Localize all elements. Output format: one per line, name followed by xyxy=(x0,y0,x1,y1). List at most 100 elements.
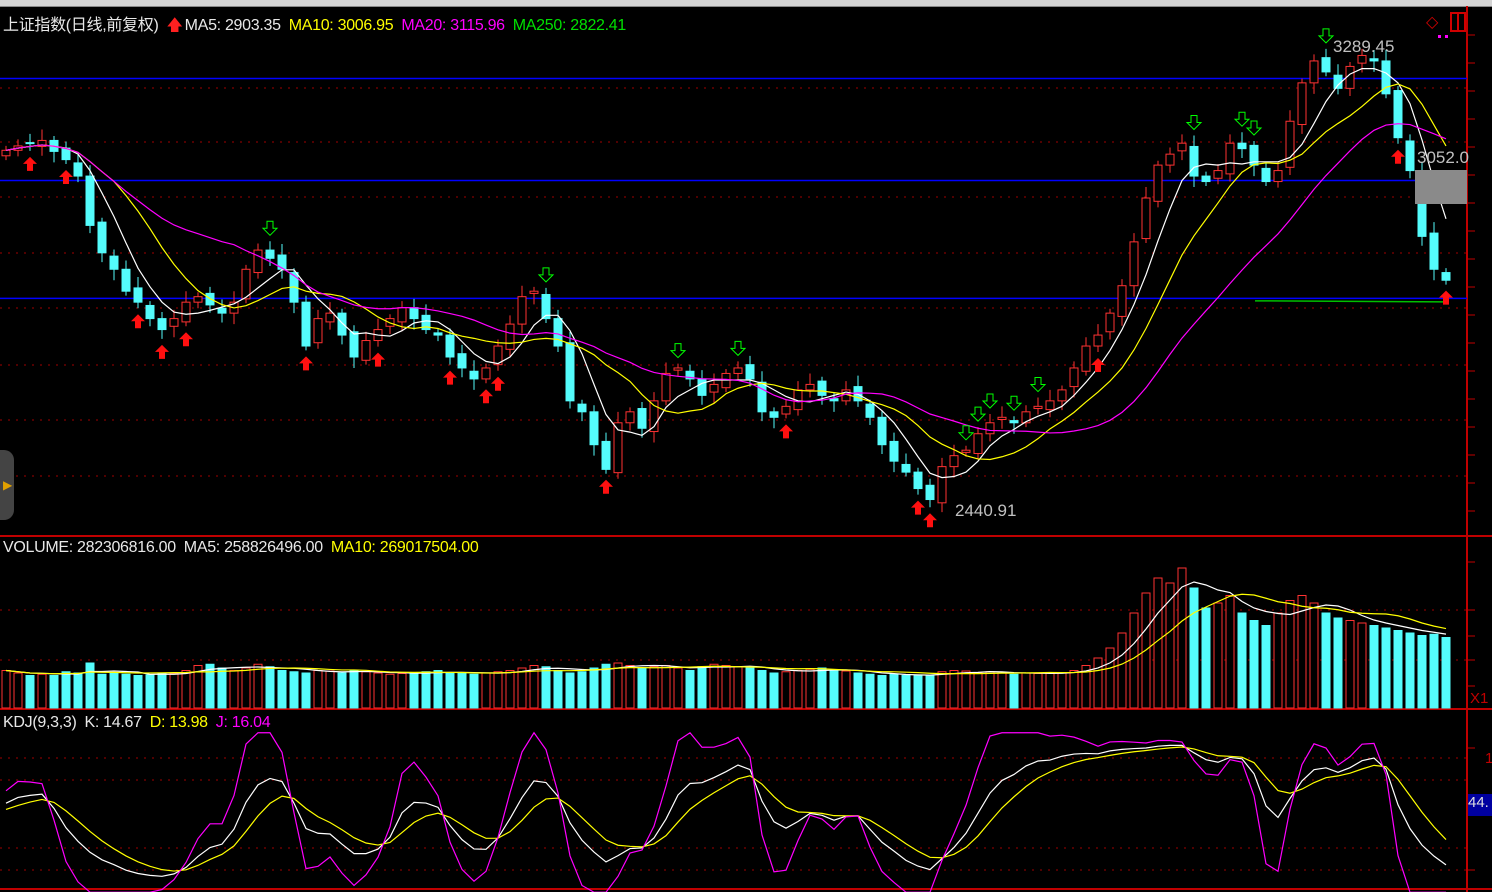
sell-signal-arrow-icon xyxy=(669,343,687,359)
candle-body xyxy=(1393,90,1403,139)
volume-bar xyxy=(253,663,263,709)
candle-body xyxy=(1093,334,1103,347)
volume-bar xyxy=(1441,637,1451,709)
candle-body xyxy=(409,307,419,320)
chart-title: 上证指数(日线,前复权) xyxy=(3,17,159,34)
candle-body xyxy=(457,353,467,369)
volume-bar xyxy=(289,671,299,709)
candle-body xyxy=(157,318,167,331)
candle-body xyxy=(649,400,659,433)
candle-body xyxy=(937,466,947,504)
diamond-icon[interactable]: ◇ xyxy=(1426,14,1439,31)
candle-body xyxy=(505,323,515,350)
volume-bar xyxy=(85,662,95,709)
volume-bar xyxy=(1405,632,1415,709)
candle-body xyxy=(241,268,251,300)
ma10-line xyxy=(5,83,1447,461)
volume-bar xyxy=(553,670,563,709)
volume-bar xyxy=(913,674,923,709)
legend-volume: VOLUME: 282306816.00 xyxy=(3,539,176,556)
buy-signal-arrow-icon xyxy=(479,389,493,404)
volume-legend: VOLUME: 282306816.00 MA5: 258826496.00 MA1… xyxy=(3,539,486,557)
candle-body xyxy=(301,301,311,347)
volume-bar xyxy=(265,666,275,709)
sidebar-expand-handle[interactable]: ▶ xyxy=(0,450,14,520)
legend-j: J: 16.04 xyxy=(215,714,271,731)
volume-bar xyxy=(757,670,767,709)
legend-ma20: MA20: 3115.96 xyxy=(401,17,505,34)
sell-signal-arrow-icon xyxy=(1245,120,1263,136)
window-top-strip xyxy=(0,0,1492,7)
volume-bar xyxy=(733,666,743,709)
candle-body xyxy=(949,455,959,468)
volume-bar xyxy=(1033,673,1043,709)
kdj-axis-label: 1 xyxy=(1485,750,1492,767)
volume-bar xyxy=(1225,595,1235,709)
candle-body xyxy=(1405,140,1415,172)
candle-body xyxy=(169,318,179,327)
candle-body xyxy=(733,367,743,374)
volume-bar xyxy=(1261,625,1271,709)
volume-bar xyxy=(337,672,347,709)
volume-bar xyxy=(169,673,179,709)
sell-signal-arrow-icon xyxy=(1233,111,1251,127)
candle-body xyxy=(817,380,827,396)
candle-body xyxy=(829,398,839,402)
candle-body xyxy=(1357,54,1367,64)
volume-bar xyxy=(361,671,371,709)
candle-body xyxy=(349,331,359,358)
volume-bar xyxy=(997,672,1007,709)
volume-bar xyxy=(421,671,431,709)
buy-signal-arrow-icon xyxy=(155,344,169,359)
buy-signal-arrow-icon xyxy=(443,370,457,385)
candle-body xyxy=(1081,345,1091,372)
buy-signal-arrow-icon xyxy=(179,332,193,347)
legend-vol-ma10: MA10: 269017504.00 xyxy=(330,539,479,556)
sell-signal-arrow-icon xyxy=(1317,28,1335,44)
candle-body xyxy=(889,440,899,462)
candle-body xyxy=(1369,58,1379,62)
volume-bar xyxy=(793,670,803,709)
candle-body xyxy=(1045,400,1055,411)
candle-body xyxy=(925,484,935,501)
volume-bar xyxy=(445,672,455,709)
candle-body xyxy=(673,367,683,371)
buy-signal-arrow-icon xyxy=(59,170,73,185)
volume-bar xyxy=(901,675,911,709)
candle-body xyxy=(709,383,719,393)
candle-body xyxy=(493,345,503,366)
kdj-axis-value: 44. xyxy=(1468,794,1492,816)
candle-body xyxy=(661,372,671,402)
candle-body xyxy=(1297,82,1307,126)
volume-bar xyxy=(1273,612,1283,709)
candle-body xyxy=(1201,175,1211,183)
volume-bar xyxy=(181,670,191,709)
buy-signal-arrow-icon xyxy=(1091,358,1105,373)
volume-bar xyxy=(985,671,995,709)
candle-body xyxy=(1153,164,1163,202)
volume-bar xyxy=(541,666,551,709)
volume-bar xyxy=(1213,602,1223,709)
volume-bar xyxy=(709,663,719,709)
volume-bar xyxy=(1117,632,1127,709)
candle-body xyxy=(1189,145,1199,177)
candle-body xyxy=(613,422,623,474)
volume-bar xyxy=(433,670,443,709)
sell-signal-arrow-icon xyxy=(537,267,555,283)
candle-body xyxy=(1105,312,1115,333)
candle-body xyxy=(901,463,911,473)
volume-bar xyxy=(1249,620,1259,709)
layout-toggle-icon[interactable] xyxy=(1450,12,1466,32)
volume-bar xyxy=(109,672,119,709)
volume-bar xyxy=(1,670,11,709)
volume-bar xyxy=(121,673,131,709)
volume-bar xyxy=(469,673,479,709)
candle-body xyxy=(589,411,599,446)
candle-body xyxy=(73,162,83,177)
volume-bar xyxy=(517,667,527,709)
volume-axis-tag: X1 xyxy=(1470,690,1489,707)
candle-body xyxy=(685,370,695,380)
buy-signal-arrow-icon xyxy=(23,156,37,171)
legend-ma5: MA5: 2903.35 xyxy=(184,17,281,34)
